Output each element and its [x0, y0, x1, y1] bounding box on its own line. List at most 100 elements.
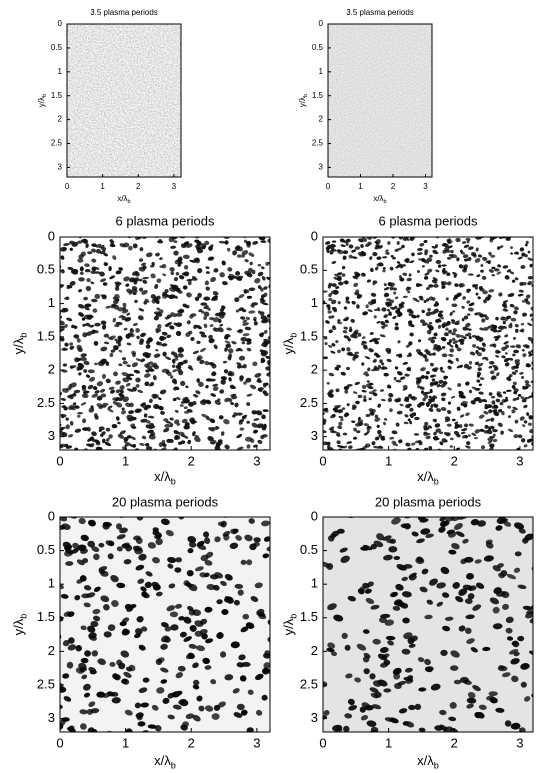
filament	[526, 450, 532, 456]
figure: 3.5 plasma periods012300.511.522.53x/λby…	[0, 0, 538, 773]
filament	[348, 451, 353, 456]
x-tick-label: 1	[385, 453, 392, 468]
panel-title: 20 plasma periods	[375, 494, 482, 509]
y-tick-label: 0.5	[37, 262, 55, 277]
filament	[85, 269, 91, 272]
y-tick-label: 0.5	[300, 542, 318, 557]
filament	[535, 367, 538, 372]
x-tick-label: 2	[136, 182, 141, 191]
filament	[270, 382, 275, 387]
noise-texture	[328, 24, 432, 177]
y-tick-label: 0	[311, 228, 318, 243]
filament	[269, 514, 278, 521]
filament	[401, 451, 406, 455]
filament	[368, 450, 373, 454]
y-tick-label: 2	[311, 362, 318, 377]
panel-title: 3.5 plasma periods	[346, 8, 414, 17]
y-tick-label: 0	[48, 228, 55, 243]
y-tick-label: 1.5	[300, 609, 318, 624]
y-tick-label: 2.5	[51, 139, 63, 148]
filament	[340, 451, 346, 455]
filament	[526, 365, 532, 368]
filament	[156, 451, 163, 457]
filament	[411, 231, 415, 235]
filament	[471, 232, 477, 237]
filament	[508, 294, 511, 297]
filament	[271, 408, 276, 412]
x-axis-label-sub: b	[434, 761, 439, 771]
filament	[356, 430, 360, 433]
panel: 20 plasma periods012300.511.522.53x/λby/…	[11, 494, 278, 771]
x-tick-label: 2	[391, 182, 396, 191]
y-tick-label: 2.5	[312, 139, 324, 148]
density-image	[51, 510, 279, 740]
filament	[317, 377, 322, 382]
panel-title: 20 plasma periods	[112, 494, 219, 509]
x-tick-label: 0	[326, 182, 331, 191]
filament	[271, 281, 276, 286]
y-tick-label: 1	[311, 576, 318, 591]
filament	[534, 348, 538, 352]
filament	[455, 511, 462, 516]
y-tick-label: 3	[48, 710, 55, 725]
filament	[407, 231, 412, 236]
y-axis-label-main: y/λ	[37, 97, 46, 107]
y-axis-label-sub: b	[42, 94, 48, 97]
x-tick-label: 1	[358, 182, 363, 191]
panel: 20 plasma periods012300.511.522.53x/λby/…	[281, 494, 538, 771]
x-axis-label-sub: b	[171, 761, 176, 771]
filament	[515, 551, 522, 556]
y-tick-label: 3	[48, 428, 55, 443]
filament	[319, 285, 323, 288]
filament	[203, 297, 210, 301]
filament	[533, 340, 538, 346]
filament	[387, 241, 390, 245]
y-tick-label: 1	[48, 576, 55, 591]
filament	[176, 313, 183, 317]
filament	[270, 370, 277, 374]
filament	[269, 521, 277, 529]
x-axis-label-sub: b	[171, 477, 176, 487]
filament	[395, 452, 399, 455]
x-tick-label: 2	[451, 735, 458, 750]
y-tick-label: 2.5	[300, 395, 318, 410]
x-tick-label: 3	[516, 453, 523, 468]
panel: 3.5 plasma periods012300.511.522.53x/λby…	[37, 8, 181, 205]
x-tick-label: 2	[451, 453, 458, 468]
filament	[270, 358, 277, 363]
panel-title: 6 plasma periods	[379, 213, 478, 228]
x-axis-label: x/λb	[117, 194, 130, 205]
filament	[533, 323, 537, 327]
filament	[270, 363, 277, 368]
y-axis-label-main: y/λ	[281, 618, 296, 635]
x-axis-label-main: x/λ	[417, 753, 434, 768]
density-image	[316, 230, 538, 456]
x-tick-label: 1	[122, 735, 129, 750]
panel-title: 3.5 plasma periods	[90, 8, 158, 17]
y-tick-label: 1.5	[37, 609, 55, 624]
y-axis-label: y/λb	[11, 333, 29, 355]
y-axis-label-main: y/λ	[11, 618, 26, 635]
y-axis-label-sub: b	[289, 614, 299, 619]
y-axis-label-main: y/λ	[298, 97, 307, 107]
y-tick-label: 3	[311, 428, 318, 443]
filament	[314, 667, 324, 675]
filament	[270, 430, 277, 436]
y-tick-label: 1	[319, 67, 324, 76]
filament	[164, 231, 169, 235]
x-tick-label: 3	[172, 182, 177, 191]
panel: 6 plasma periods012300.511.522.53x/λby/λ…	[281, 213, 538, 487]
x-axis-label-sub: b	[384, 199, 387, 205]
x-tick-label: 1	[100, 182, 105, 191]
filament	[492, 429, 498, 432]
y-axis-label: y/λb	[298, 94, 309, 107]
x-tick-label: 1	[122, 453, 129, 468]
filament	[77, 412, 83, 414]
y-tick-label: 0	[319, 19, 324, 28]
y-tick-label: 1	[311, 295, 318, 310]
filament	[270, 439, 274, 442]
y-tick-label: 1.5	[312, 91, 324, 100]
x-tick-label: 3	[253, 453, 260, 468]
filament	[346, 242, 349, 246]
y-tick-label: 1	[48, 295, 55, 310]
